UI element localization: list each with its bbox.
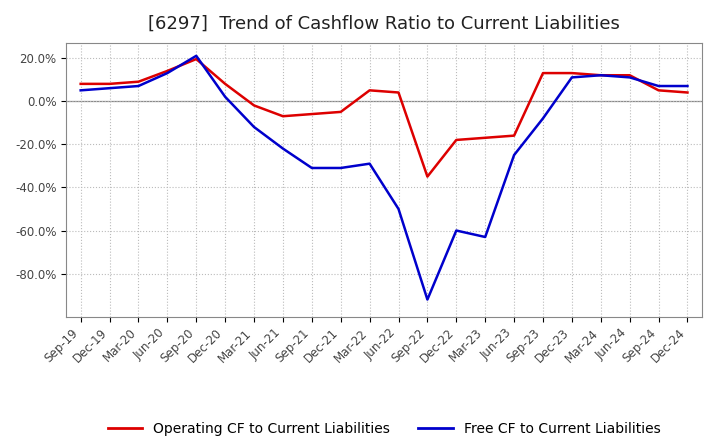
Legend: Operating CF to Current Liabilities, Free CF to Current Liabilities: Operating CF to Current Liabilities, Fre… <box>102 416 666 440</box>
Title: [6297]  Trend of Cashflow Ratio to Current Liabilities: [6297] Trend of Cashflow Ratio to Curren… <box>148 15 620 33</box>
